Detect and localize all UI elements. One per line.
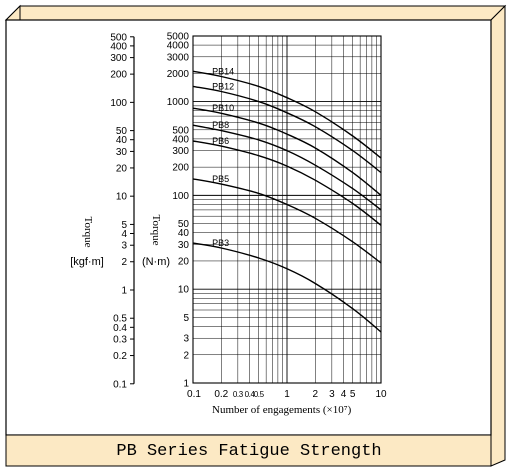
y-tick-label: 2000 [167,69,190,80]
frame-right-bevel [490,4,506,467]
series-label-pb5: PB5 [212,174,229,184]
y-tick-label: 300 [172,146,189,157]
secondary-y-tick-label: 0.2 [113,351,127,362]
series-line-pb10 [192,107,382,196]
secondary-y-tick-label: 0.5 [113,314,127,325]
y-tick-label: 5 [183,313,189,324]
secondary-y-tick-label: 40 [116,135,128,146]
x-axis-label: Number of engagements (×10⁷) [212,404,352,416]
labels-layer: PB14 PB12 PB10 PB8 PB6 PB5 PB3 [212,66,234,248]
axes: 1235102030405010020030040050010002000300… [70,32,387,417]
series-line-pb3 [192,242,382,333]
y-tick-label: 40 [178,228,190,239]
series-line-pb8 [192,124,382,211]
series-line-pb6 [192,140,382,226]
secondary-y-tick-label: 0.1 [113,379,127,390]
secondary-y-tick-label: 300 [110,53,127,64]
x-tick-label: 10 [375,389,387,400]
y-tick-label: 1 [183,379,189,390]
y-axis-title: Torque [150,215,162,246]
y-tick-label: 3 [183,334,189,345]
secondary-y-tick-label: 2 [121,257,127,268]
x-tick-label: 3 [329,389,335,400]
y-tick-label: 3000 [167,52,190,63]
secondary-y-tick-label: 5 [121,220,127,231]
y-tick-label: 500 [172,125,189,136]
y-tick-label: 30 [178,240,190,251]
x-tick-label: 4 [341,389,347,400]
secondary-y-tick-label: 20 [116,163,128,174]
caption-band [5,434,492,467]
y-tick-label: 1000 [167,97,190,108]
y-axis-unit: (N·m) [142,256,170,268]
y-tick-label: 20 [178,256,190,267]
series-line-pb12 [192,85,382,174]
y-tick-label: 5000 [167,32,190,43]
secondary-y-tick-label: 10 [116,192,128,203]
chart-caption: PB Series Fatigue Strength [116,442,382,461]
x-tick-label: 0.4 [245,390,256,399]
series-layer [192,70,382,333]
secondary-y-tick-label: 0.3 [113,335,127,346]
secondary-y-tick-label: 1 [121,285,127,296]
x-tick-label: 1 [284,389,290,400]
y-tick-label: 4000 [167,41,190,52]
series-label-pb8: PB8 [212,120,229,130]
secondary-y-tick-label: 4 [121,229,127,240]
y-tick-label: 200 [172,163,189,174]
series-line-pb5 [192,178,382,264]
frame-panel [5,19,492,436]
series-label-pb6: PB6 [212,136,229,146]
secondary-y-tick-label: 500 [110,32,127,43]
secondary-y-tick-label: 200 [110,70,127,81]
secondary-y-tick-label: 0.4 [113,323,127,334]
series-line-pb14 [192,70,382,159]
y-tick-label: 50 [178,219,190,230]
series-label-pb10: PB10 [212,103,234,113]
secondary-y-tick-label: 30 [116,147,128,158]
y-tick-label: 10 [178,285,190,296]
secondary-axis-title: Torque [82,217,94,248]
series-label-pb12: PB12 [212,81,234,91]
x-tick-label: 0.3 [233,390,244,399]
secondary-axis-unit: [kgf·m] [70,256,104,268]
x-tick-label: 5 [350,389,356,400]
frame-top-bevel [4,5,507,21]
series-label-pb3: PB3 [212,238,229,248]
y-tick-label: 2 [183,350,189,361]
secondary-y-tick-label: 100 [110,98,127,109]
beveled-frame [4,4,507,467]
series-label-pb14: PB14 [212,66,234,76]
secondary-y-tick-label: 3 [121,241,127,252]
x-tick-label: 0.2 [214,389,228,400]
x-tick-label: 0.5 [254,390,265,399]
secondary-y-tick-label: 50 [116,126,128,137]
secondary-y-tick-label: 400 [110,41,127,52]
x-tick-label: 0.1 [187,389,201,400]
x-tick-label: 2 [313,389,319,400]
y-tick-label: 400 [172,134,189,145]
y-tick-label: 100 [172,191,189,202]
